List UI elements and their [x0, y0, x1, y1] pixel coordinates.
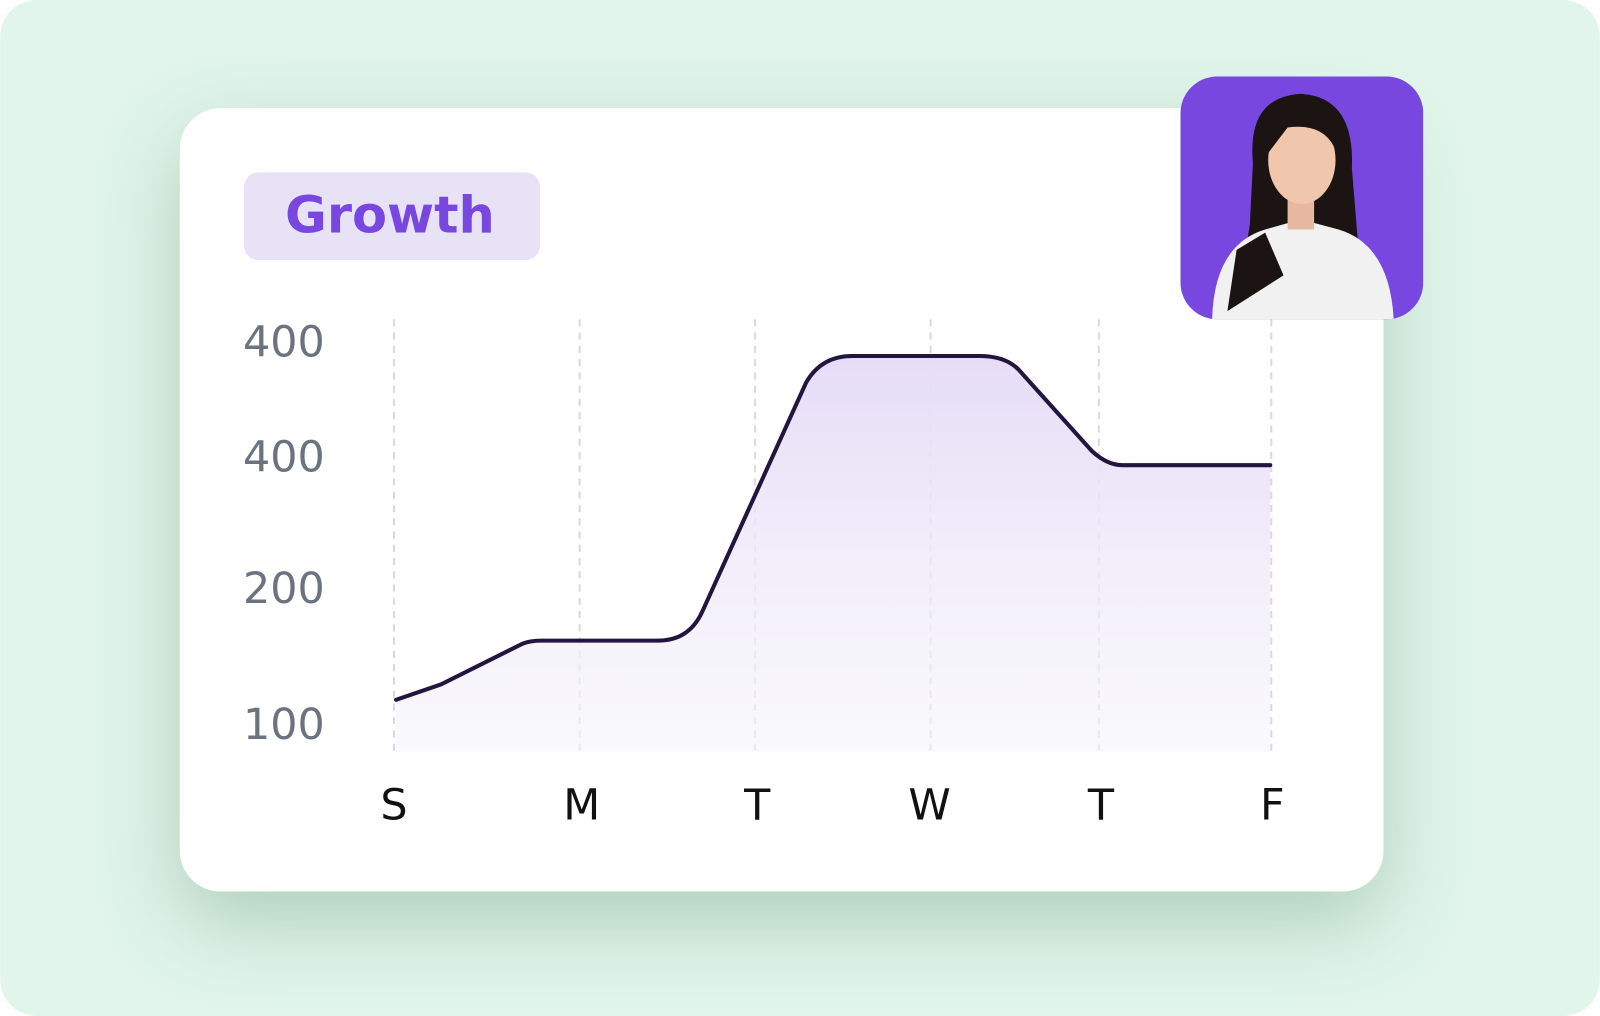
- x-label: T: [1087, 780, 1115, 830]
- y-label: 100: [243, 700, 325, 750]
- y-label: 400: [243, 317, 325, 367]
- y-label: 200: [243, 564, 325, 614]
- x-label: T: [743, 780, 771, 830]
- x-label: M: [563, 780, 600, 830]
- badge: [244, 172, 540, 261]
- avatar: [1180, 76, 1424, 320]
- x-label: W: [908, 780, 950, 830]
- badge-text: Growth: [285, 186, 495, 245]
- area: [396, 356, 1271, 752]
- avatar-hair-front: [1227, 232, 1284, 312]
- line: [394, 353, 1273, 702]
- avatar-face: [1268, 116, 1336, 205]
- x-label: S: [380, 780, 407, 830]
- y-label: 400: [243, 433, 325, 483]
- avatar-bangs: [1268, 113, 1337, 154]
- x-label: F: [1260, 780, 1285, 830]
